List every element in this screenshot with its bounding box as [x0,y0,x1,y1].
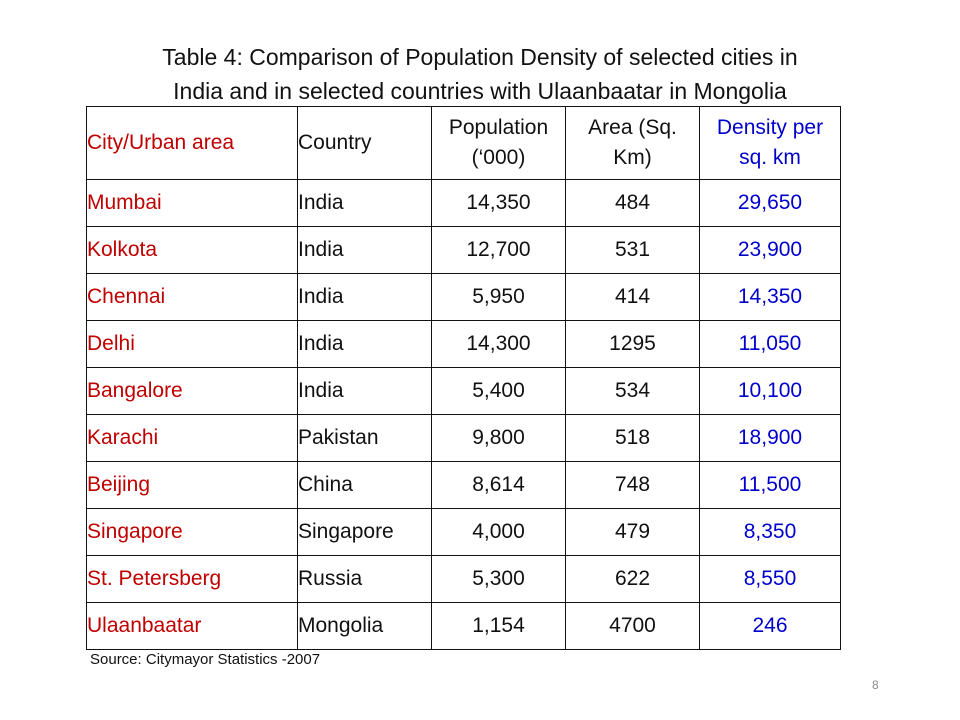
cell-area: 414 [565,273,700,321]
cell-density: 11,050 [699,320,841,368]
cell-country: Mongolia [297,602,432,650]
cell-population: 5,400 [431,367,566,415]
cell-country: Singapore [297,508,432,556]
cell-area: 4700 [565,602,700,650]
cell-country: India [297,367,432,415]
cell-city: Karachi [86,414,298,462]
table-row: Singapore Singapore 4,000 479 8,350 [86,508,841,556]
cell-city: Beijing [86,461,298,509]
cell-country: China [297,461,432,509]
header-population: Population (‘000) [431,106,566,180]
cell-population: 9,800 [431,414,566,462]
cell-area: 1295 [565,320,700,368]
cell-area: 484 [565,179,700,227]
cell-area: 518 [565,414,700,462]
cell-population: 14,350 [431,179,566,227]
cell-density: 10,100 [699,367,841,415]
cell-city: Chennai [86,273,298,321]
cell-country: Pakistan [297,414,432,462]
cell-population: 14,300 [431,320,566,368]
page-number: 8 [872,678,879,692]
cell-city: Mumbai [86,179,298,227]
cell-density: 11,500 [699,461,841,509]
cell-city: St. Petersberg [86,555,298,603]
cell-country: India [297,226,432,274]
cell-population: 8,614 [431,461,566,509]
population-density-table: City/Urban area Country Population (‘000… [86,106,841,650]
header-density-line-2: sq. km [739,146,801,169]
header-area-line-1: Area (Sq. [588,116,677,139]
table-row: St. Petersberg Russia 5,300 622 8,550 [86,555,841,603]
cell-density: 14,350 [699,273,841,321]
header-country: Country [297,106,432,180]
cell-population: 12,700 [431,226,566,274]
table-row: Bangalore India 5,400 534 10,100 [86,367,841,415]
cell-density: 8,550 [699,555,841,603]
table-row: Kolkota India 12,700 531 23,900 [86,226,841,274]
cell-country: India [297,179,432,227]
table-header-row: City/Urban area Country Population (‘000… [86,106,841,180]
table-row: Beijing China 8,614 748 11,500 [86,461,841,509]
header-population-line-1: Population [448,116,549,139]
table-row: Karachi Pakistan 9,800 518 18,900 [86,414,841,462]
source-note: Source: Citymayor Statistics -2007 [90,651,321,668]
cell-area: 534 [565,367,700,415]
cell-area: 479 [565,508,700,556]
cell-area: 531 [565,226,700,274]
table-title-line-1: Table 4: Comparison of Population Densit… [162,44,798,70]
header-area-line-2: Km) [613,146,652,169]
header-population-line-2: (‘000) [471,146,526,169]
cell-density: 8,350 [699,508,841,556]
table-row: Chennai India 5,950 414 14,350 [86,273,841,321]
table-title-line-2: India and in selected countries with Ula… [173,78,787,104]
cell-city: Kolkota [86,226,298,274]
table-row: Delhi India 14,300 1295 11,050 [86,320,841,368]
header-city: City/Urban area [86,106,298,180]
cell-country: India [297,320,432,368]
header-area: Area (Sq. Km) [565,106,700,180]
cell-density: 29,650 [699,179,841,227]
table-row: Mumbai India 14,350 484 29,650 [86,179,841,227]
header-density-line-1: Density per [716,116,824,139]
cell-population: 5,950 [431,273,566,321]
cell-country: Russia [297,555,432,603]
cell-density: 23,900 [699,226,841,274]
cell-density: 18,900 [699,414,841,462]
cell-population: 4,000 [431,508,566,556]
cell-city: Delhi [86,320,298,368]
table-title: Table 4: Comparison of Population Densit… [60,40,900,108]
cell-city: Singapore [86,508,298,556]
header-density: Density per sq. km [699,106,841,180]
cell-area: 748 [565,461,700,509]
cell-country: India [297,273,432,321]
cell-city: Bangalore [86,367,298,415]
table-row: Ulaanbaatar Mongolia 1,154 4700 246 [86,602,841,650]
cell-area: 622 [565,555,700,603]
cell-density: 246 [699,602,841,650]
cell-population: 1,154 [431,602,566,650]
cell-population: 5,300 [431,555,566,603]
cell-city: Ulaanbaatar [86,602,298,650]
